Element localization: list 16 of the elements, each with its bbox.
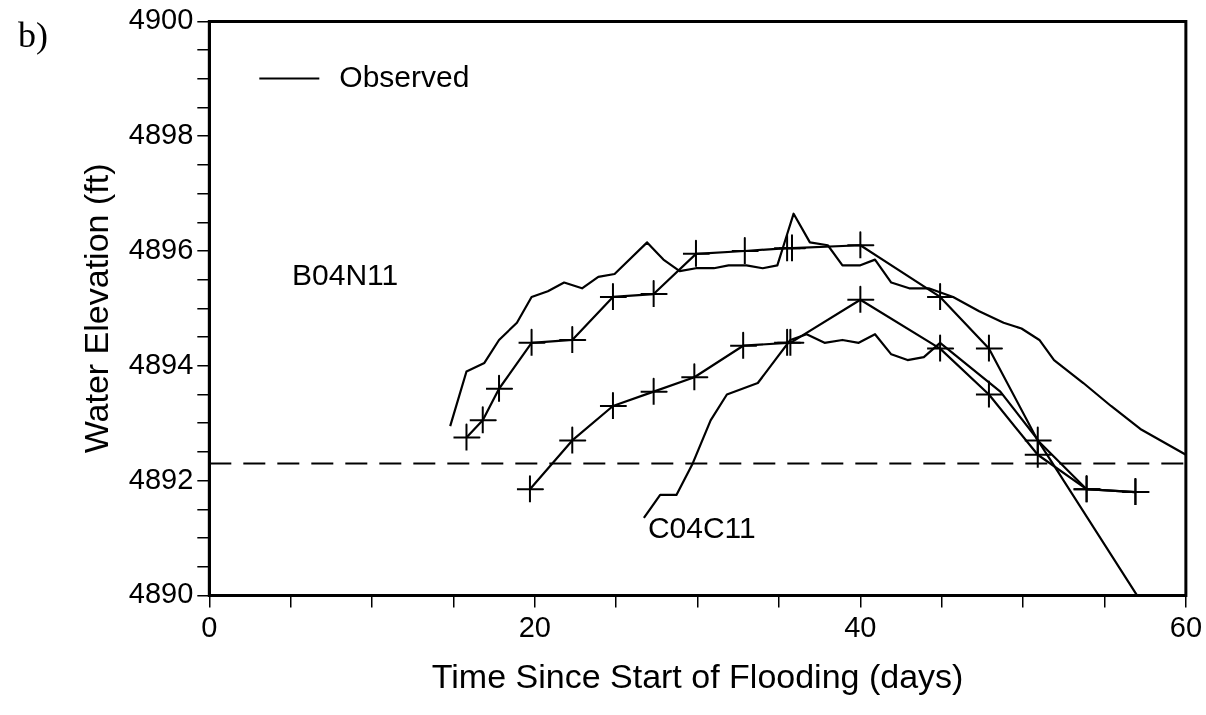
y-tick-label: 4900 bbox=[128, 3, 194, 36]
legend-label: Observed bbox=[339, 59, 470, 93]
y-tick-label: 4892 bbox=[128, 462, 194, 495]
y-tick-label: 4890 bbox=[128, 577, 194, 610]
x-tick-label: 40 bbox=[844, 610, 877, 643]
annotation: B04N11 bbox=[292, 258, 399, 292]
y-tick-label: 4896 bbox=[128, 233, 194, 265]
x-tick-label: 0 bbox=[201, 610, 218, 643]
y-tick-label: 4898 bbox=[128, 118, 194, 151]
x-tick-label: 20 bbox=[518, 610, 551, 643]
x-axis-title: Time Since Start of Flooding (days) bbox=[431, 656, 964, 695]
annotation: C04C11 bbox=[647, 511, 756, 545]
y-axis-title: Water Elevation (ft) bbox=[76, 163, 115, 454]
y-tick-label: 4894 bbox=[128, 347, 194, 380]
text: b) bbox=[18, 14, 48, 56]
x-tick-label: 60 bbox=[1169, 610, 1202, 643]
